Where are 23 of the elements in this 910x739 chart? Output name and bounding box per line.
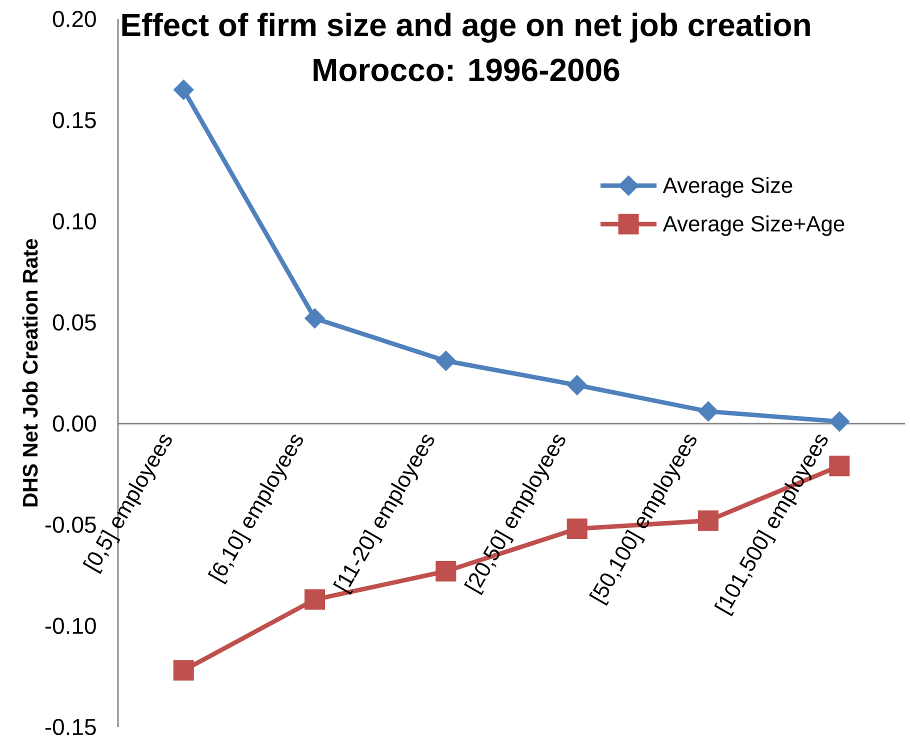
y-tick-label: 0.10 [52, 213, 96, 230]
y-tick-label: -0.10 [45, 618, 96, 634]
y-tick-label: 0.05 [52, 314, 96, 331]
point [566, 518, 588, 540]
y-tick-label: 0.00 [52, 415, 96, 432]
point [829, 456, 850, 476]
y-tick-label: -0.15 [45, 718, 96, 736]
chart-title: Effect of firm size and age on net job creation [122, 12, 810, 43]
point [173, 80, 194, 100]
y-tick-label: 0.20 [52, 10, 96, 28]
y-axis-title: DHS Net Job Creation Rate [22, 238, 38, 506]
text: Morocco: 1996-2006 [314, 58, 620, 82]
point [698, 401, 719, 422]
point [304, 589, 326, 610]
y-tick-label: 0.15 [52, 112, 96, 128]
point [566, 374, 588, 396]
legend-label: Average Size+Age [662, 215, 844, 236]
point [304, 308, 325, 329]
point [436, 350, 456, 372]
point [173, 660, 194, 681]
point [829, 411, 850, 432]
point [436, 560, 456, 582]
legend-label: Average Size [662, 176, 792, 198]
